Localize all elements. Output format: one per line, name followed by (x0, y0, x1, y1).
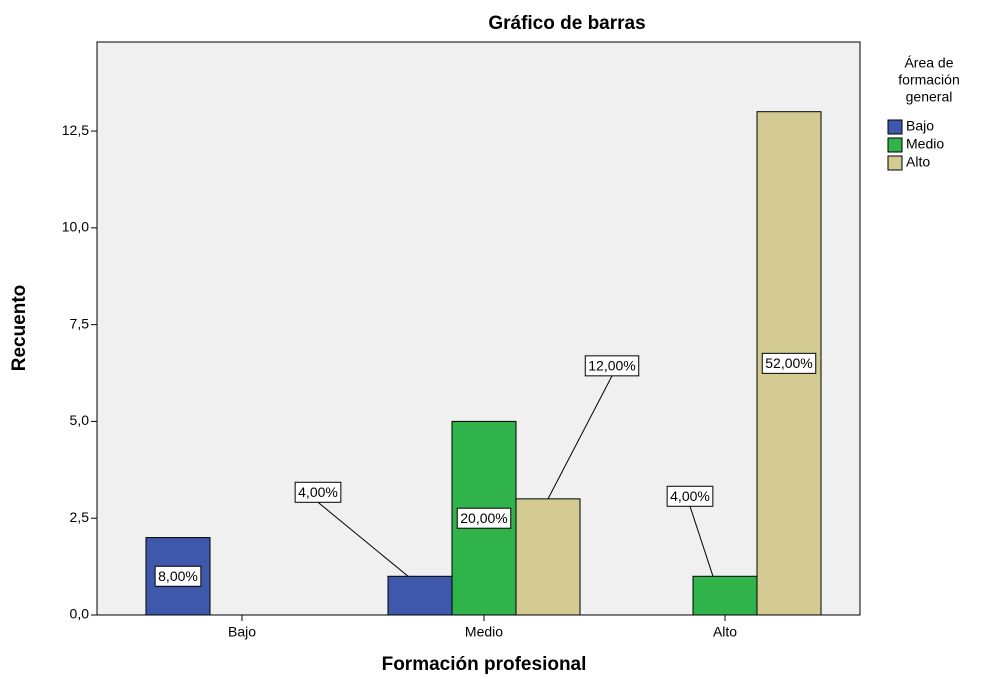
y-tick-label: 10,0 (62, 219, 89, 235)
y-tick-label: 12,5 (62, 122, 89, 138)
label-box (294, 481, 342, 503)
data-label: 8,00% (158, 568, 198, 584)
y-tick-label: 7,5 (70, 315, 90, 331)
x-tick-label: Bajo (228, 624, 256, 640)
label-leader (547, 375, 613, 500)
legend-label: Medio (906, 136, 944, 152)
bar (692, 575, 758, 616)
x-tick-label: Alto (713, 624, 737, 640)
label-box (456, 507, 512, 529)
legend-label: Alto (906, 154, 930, 170)
x-tick-label: Medio (465, 624, 503, 640)
x-axis-title: Formación profesional (382, 654, 587, 675)
legend-swatch (887, 155, 903, 171)
label-box (761, 352, 817, 374)
legend-title: Área de (904, 55, 953, 71)
bar (387, 575, 453, 616)
bar (515, 498, 581, 616)
label-box (666, 485, 714, 507)
y-tick-label: 0,0 (70, 606, 90, 622)
label-box (154, 565, 202, 587)
chart-title: Gráfico de barras (488, 13, 645, 34)
y-tick-label: 2,5 (70, 509, 90, 525)
data-label: 20,00% (460, 510, 507, 526)
y-tick-label: 5,0 (70, 412, 90, 428)
data-label: 12,00% (588, 358, 635, 374)
legend-swatch (887, 119, 903, 135)
data-label: 52,00% (765, 355, 812, 371)
data-label: 4,00% (298, 484, 338, 500)
label-leader (689, 506, 714, 577)
data-label: 4,00% (670, 488, 710, 504)
legend-swatch (887, 137, 903, 153)
y-axis-title: Recuento (9, 285, 30, 372)
legend-label: Bajo (906, 118, 934, 134)
legend-title: formación (898, 72, 959, 88)
label-leader (317, 501, 409, 577)
label-box (584, 355, 640, 377)
legend-title: general (906, 89, 953, 105)
